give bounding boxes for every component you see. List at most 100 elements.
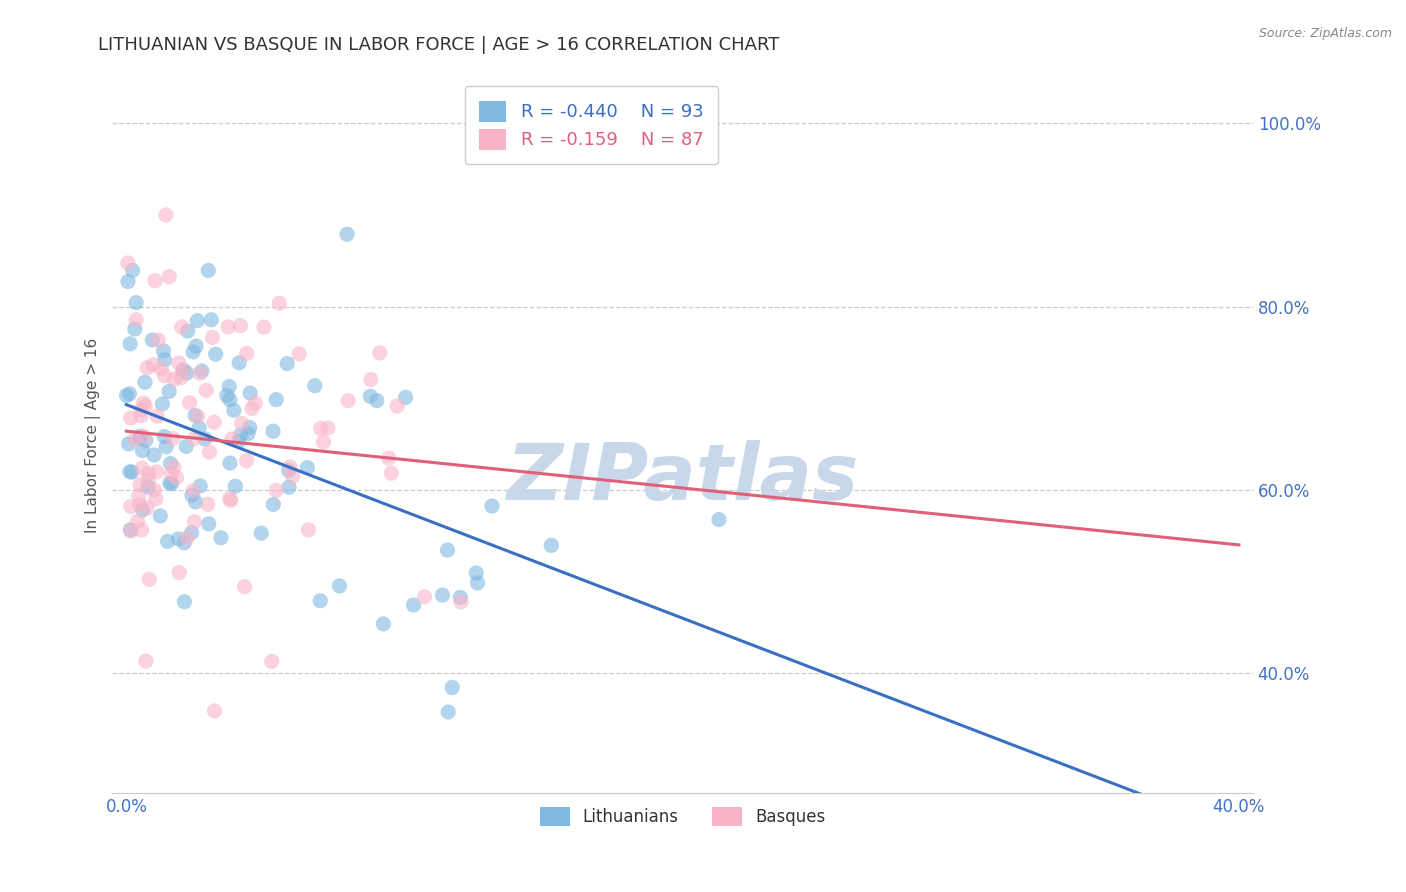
Point	[181, 483, 204, 498]
Point	[184, 339, 207, 353]
Point	[142, 358, 165, 372]
Point	[162, 432, 184, 446]
Point	[297, 523, 319, 537]
Point	[150, 361, 173, 376]
Point	[129, 409, 152, 423]
Point	[239, 386, 262, 401]
Point	[131, 461, 153, 475]
Point	[231, 417, 253, 431]
Point	[198, 445, 221, 459]
Point	[118, 386, 141, 401]
Point	[194, 432, 217, 446]
Point	[117, 256, 139, 270]
Point	[229, 318, 252, 333]
Point	[368, 346, 391, 360]
Point	[224, 479, 246, 493]
Point	[209, 531, 232, 545]
Point	[183, 515, 205, 529]
Point	[262, 498, 284, 512]
Text: Source: ZipAtlas.com: Source: ZipAtlas.com	[1258, 27, 1392, 40]
Point	[219, 493, 242, 508]
Point	[467, 575, 489, 590]
Point	[202, 415, 225, 429]
Point	[235, 453, 257, 467]
Point	[136, 480, 159, 494]
Point	[245, 396, 267, 410]
Point	[250, 526, 273, 541]
Point	[304, 378, 326, 392]
Point	[195, 384, 218, 398]
Point	[136, 474, 159, 488]
Point	[229, 428, 252, 442]
Point	[228, 434, 250, 449]
Point	[316, 421, 339, 435]
Point	[360, 373, 382, 387]
Point	[450, 595, 472, 609]
Point	[402, 598, 425, 612]
Point	[143, 483, 166, 497]
Point	[222, 403, 245, 417]
Point	[217, 319, 239, 334]
Point	[131, 523, 153, 537]
Point	[221, 432, 243, 446]
Point	[124, 433, 146, 447]
Point	[120, 500, 142, 514]
Point	[432, 588, 454, 602]
Point	[239, 420, 262, 434]
Legend: Lithuanians, Basques: Lithuanians, Basques	[531, 799, 834, 834]
Point	[187, 409, 209, 424]
Point	[336, 227, 359, 242]
Point	[180, 525, 202, 540]
Point	[181, 488, 204, 502]
Point	[183, 432, 205, 446]
Point	[264, 392, 287, 407]
Point	[437, 705, 460, 719]
Point	[159, 476, 181, 491]
Point	[163, 372, 186, 386]
Point	[215, 388, 238, 402]
Point	[179, 395, 201, 409]
Point	[394, 390, 416, 404]
Point	[148, 333, 170, 347]
Point	[153, 352, 176, 367]
Point	[120, 524, 142, 538]
Point	[128, 489, 150, 503]
Point	[146, 409, 169, 423]
Point	[125, 295, 148, 310]
Point	[366, 393, 388, 408]
Point	[277, 463, 299, 477]
Point	[177, 324, 200, 338]
Point	[167, 566, 190, 580]
Point	[118, 437, 141, 451]
Point	[465, 566, 488, 580]
Point	[413, 590, 436, 604]
Point	[149, 508, 172, 523]
Point	[172, 363, 194, 377]
Point	[181, 344, 204, 359]
Point	[167, 532, 190, 546]
Point	[129, 402, 152, 417]
Point	[219, 392, 242, 407]
Point	[540, 538, 562, 552]
Point	[288, 347, 311, 361]
Point	[118, 465, 141, 479]
Point	[436, 543, 458, 558]
Point	[707, 512, 730, 526]
Point	[201, 330, 224, 344]
Point	[309, 421, 332, 435]
Point	[204, 704, 226, 718]
Point	[266, 483, 288, 498]
Point	[197, 516, 219, 531]
Point	[124, 322, 146, 336]
Point	[176, 366, 198, 380]
Point	[167, 356, 190, 370]
Point	[235, 346, 257, 360]
Point	[173, 595, 195, 609]
Point	[174, 439, 197, 453]
Point	[152, 343, 174, 358]
Point	[377, 451, 399, 466]
Point	[132, 429, 155, 443]
Point	[441, 681, 464, 695]
Point	[131, 443, 153, 458]
Point	[166, 470, 188, 484]
